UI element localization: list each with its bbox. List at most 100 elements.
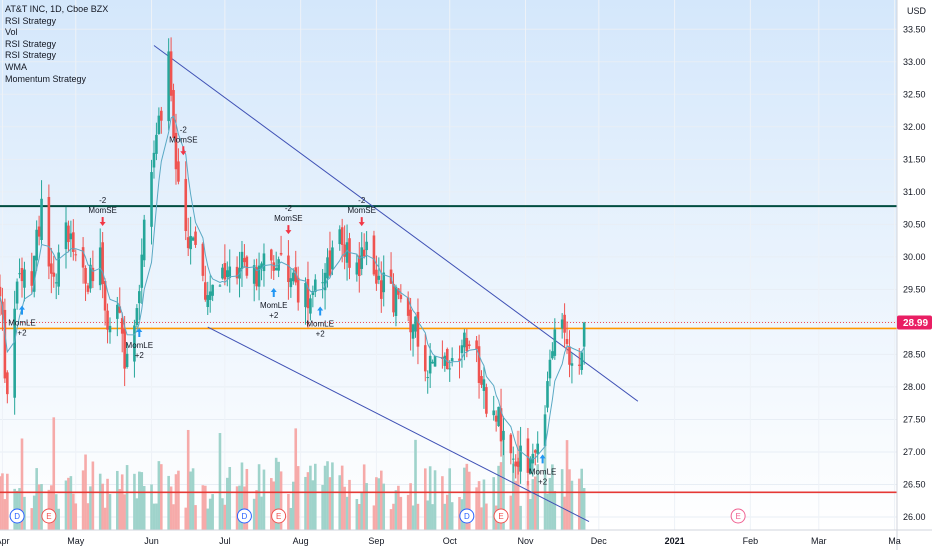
volume-bar xyxy=(570,480,574,530)
candle-body xyxy=(223,263,227,280)
price-tick-label: 33.50 xyxy=(903,24,926,34)
candle-body xyxy=(257,265,261,287)
candle-body xyxy=(235,266,239,279)
volume-bar xyxy=(218,433,222,530)
signal-qty: -2 xyxy=(358,196,366,205)
candle-body xyxy=(551,351,554,359)
volume-bar xyxy=(208,498,212,530)
volume-bar xyxy=(502,439,505,530)
candle-body xyxy=(492,410,496,416)
volume-bar xyxy=(54,494,58,530)
volume-bar xyxy=(296,466,300,530)
time-axis[interactable]: Apr May Jun Jul Aug Sep Oct Nov Dec 2021 Feb Mar Ma xyxy=(0,536,901,546)
volume-bar xyxy=(551,464,554,530)
indicator-rsi-strategy[interactable]: RSI Strategy xyxy=(5,15,57,26)
candle-body xyxy=(372,235,376,275)
signal-label: MomSE xyxy=(274,214,302,223)
indicator-rsi-strategy[interactable]: RSI Strategy xyxy=(5,50,57,61)
candle-body xyxy=(206,295,210,307)
candle-body xyxy=(84,267,87,284)
volume-bar xyxy=(428,466,432,530)
indicator-wma[interactable]: WMA xyxy=(5,61,27,72)
volume-bar xyxy=(184,507,188,530)
candle-body xyxy=(20,268,24,282)
symbol-title[interactable]: AT&T INC, 1D, Cboe BZX xyxy=(5,4,109,14)
volume-bar xyxy=(450,502,454,530)
candle-body xyxy=(125,353,129,368)
horizontal-lines[interactable] xyxy=(0,205,897,494)
volume-bar xyxy=(475,487,478,530)
volume-bar xyxy=(543,445,547,530)
volume-bar xyxy=(150,484,153,530)
volume-bar xyxy=(274,457,278,530)
candle-body xyxy=(296,277,300,303)
volume-bar xyxy=(360,492,364,530)
volume-bar xyxy=(204,485,207,530)
signal-label: MomLE xyxy=(529,467,557,476)
volume-bar xyxy=(74,503,78,530)
candle-body xyxy=(67,225,70,243)
volume-bar xyxy=(138,471,141,530)
candle-body xyxy=(426,377,430,379)
indicator-rsi-strategy[interactable]: RSI Strategy xyxy=(5,38,57,49)
volume-bar xyxy=(252,498,256,530)
candle-body xyxy=(89,264,92,289)
legend: AT&T INC, 1D, Cboe BZX RSI Strategy Vol … xyxy=(5,4,108,85)
candle-body xyxy=(331,247,334,270)
candle-body xyxy=(360,247,364,269)
trend-lines[interactable] xyxy=(153,45,639,522)
volume-bar xyxy=(514,480,518,530)
volume-bar xyxy=(64,480,68,530)
candle-body xyxy=(135,308,139,326)
candle-body xyxy=(565,339,569,344)
last-price-badge: 28.99 xyxy=(897,315,932,330)
volume-bar xyxy=(445,494,449,530)
candle-body xyxy=(272,262,276,271)
candle-body xyxy=(563,314,566,333)
volume-bar xyxy=(485,503,488,530)
candle-body xyxy=(560,319,564,329)
volume-bar xyxy=(257,464,261,530)
candle-body xyxy=(279,252,283,255)
volume-bar xyxy=(426,500,430,530)
indicator-vol[interactable]: Vol xyxy=(5,27,18,38)
volume-bar xyxy=(406,494,410,530)
volume-bar xyxy=(191,468,195,530)
volume-bar xyxy=(32,495,36,530)
volume-bar xyxy=(108,494,112,530)
volume-bar xyxy=(357,504,361,530)
volume-bar xyxy=(511,463,515,530)
candle-body xyxy=(382,272,386,293)
candle-body xyxy=(397,288,400,295)
candle-body xyxy=(274,268,278,271)
indicator-momentum-strategy[interactable]: Momentum Strategy xyxy=(5,73,87,84)
candle-body xyxy=(543,414,547,446)
time-tick-label: Dec xyxy=(591,536,608,546)
candle-body xyxy=(309,298,312,314)
candle-body xyxy=(338,229,342,245)
volume-bar xyxy=(348,479,351,530)
volume-bar xyxy=(499,462,503,530)
volume-bar xyxy=(98,473,102,530)
candle-body xyxy=(245,256,249,276)
volume-bar xyxy=(0,476,2,530)
volume-bar xyxy=(294,428,298,530)
candle-body xyxy=(69,233,73,240)
event-earnings-future-label: E xyxy=(735,512,740,521)
time-tick-label: Nov xyxy=(517,536,534,546)
candle-body xyxy=(211,284,214,296)
price-tick-label: 33.00 xyxy=(903,57,926,67)
volume-bar xyxy=(277,461,280,530)
candle-body xyxy=(577,364,581,366)
signal-qty: +2 xyxy=(269,311,279,320)
candle-body xyxy=(428,355,432,374)
volume-bar xyxy=(492,477,496,530)
signal-label: MomLE xyxy=(306,319,334,328)
candle-body xyxy=(511,458,515,460)
volume-bar xyxy=(497,465,500,530)
candle-body xyxy=(133,325,136,362)
candle-body xyxy=(260,263,263,269)
signal-qty: -2 xyxy=(180,125,188,134)
